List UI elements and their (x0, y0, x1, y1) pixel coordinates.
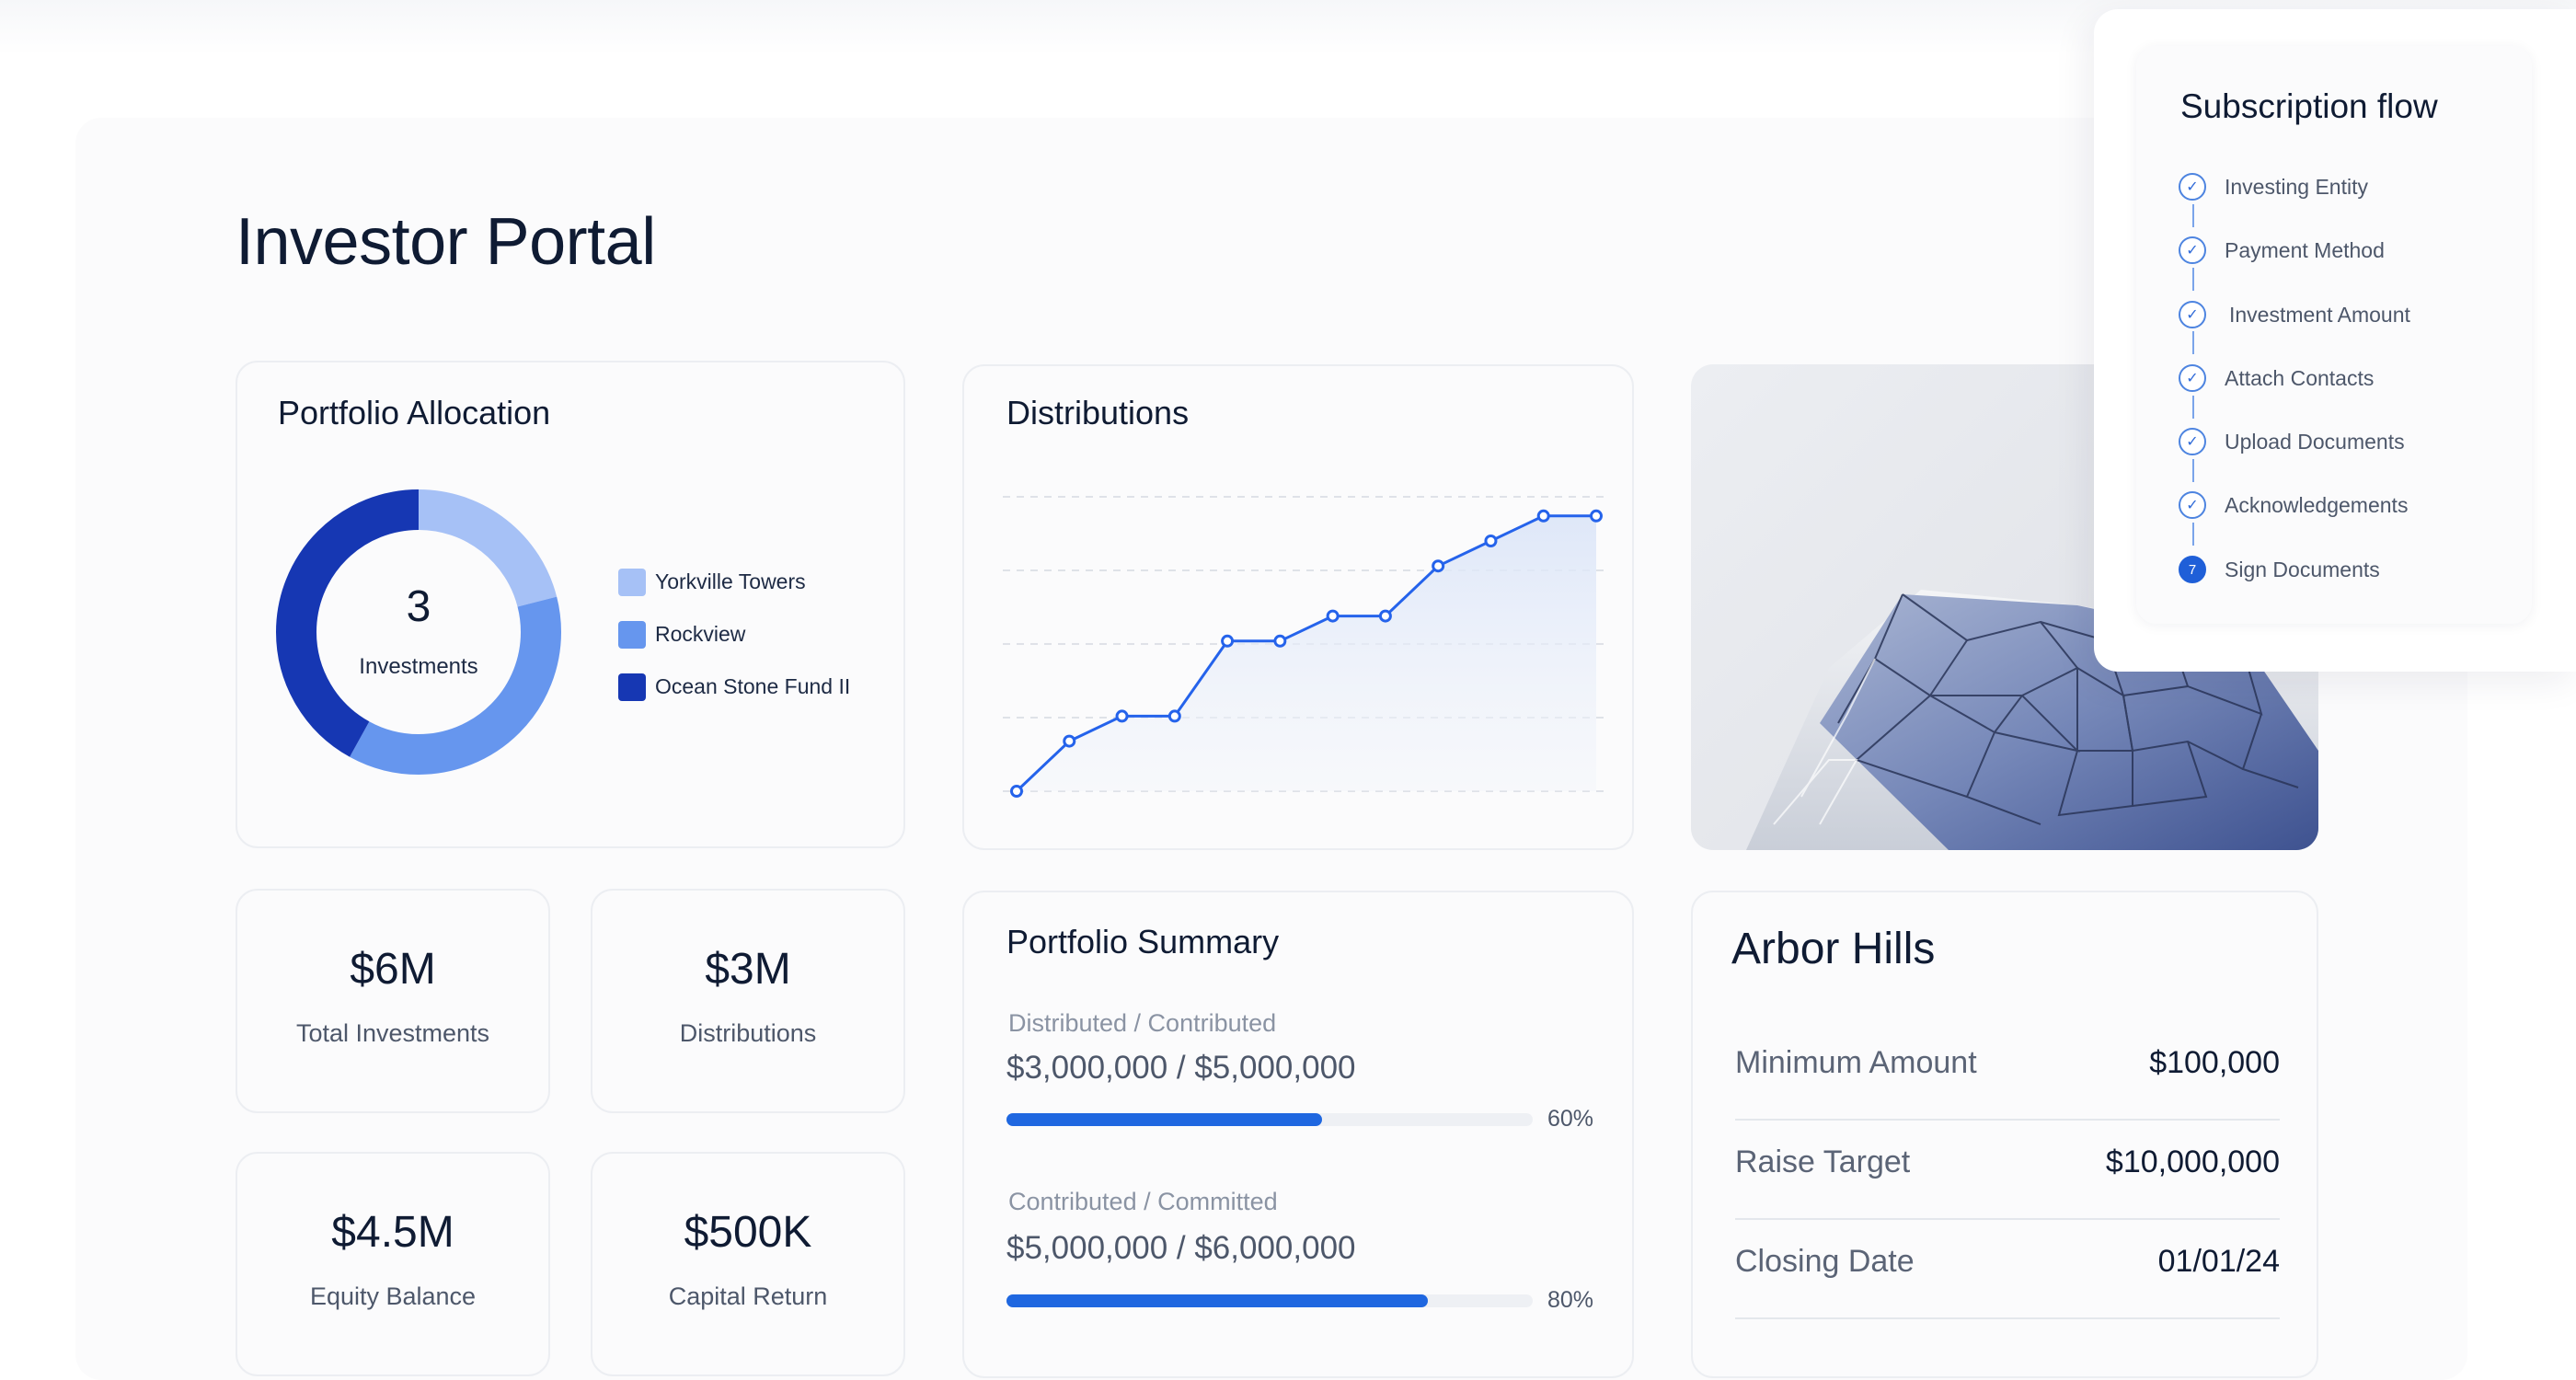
stat-value: $500K (684, 1208, 812, 1257)
portfolio-allocation-card (236, 361, 905, 848)
data-point (1221, 634, 1235, 648)
progress-track (1006, 1113, 1533, 1126)
allocation-title: Portfolio Allocation (278, 394, 551, 431)
check-icon: ✓ (2179, 236, 2206, 264)
step-connector (2192, 204, 2194, 227)
data-point (1590, 509, 1603, 523)
summary-title: Portfolio Summary (1006, 923, 1280, 960)
stat-card-capital-return: $500K Capital Return (591, 1152, 905, 1376)
offering-label: Closing Date (1735, 1244, 1915, 1279)
offering-row-closing-date: Closing Date 01/01/24 (1735, 1218, 2280, 1319)
flow-step-sign-documents[interactable]: 7 Sign Documents (2179, 554, 2380, 585)
stat-label: Total Investments (295, 1019, 490, 1047)
offering-value: $10,000,000 (2105, 1144, 2280, 1179)
page-title: Investor Portal (236, 205, 656, 279)
offering-label: Minimum Amount (1735, 1045, 1977, 1080)
stat-label: Distributions (679, 1019, 817, 1047)
summary-row-label: Contributed / Committed (1008, 1188, 1278, 1215)
flow-step-upload-documents[interactable]: ✓ Upload Documents (2179, 426, 2405, 457)
legend-item-ocean-stone-fund-ii: Ocean Stone Fund II (618, 661, 850, 713)
stat-card-total-investments: $6M Total Investments (236, 889, 550, 1113)
allocation-donut (276, 489, 561, 775)
legend-swatch (618, 568, 646, 596)
progress-track (1006, 1294, 1533, 1307)
data-point (1115, 709, 1129, 723)
offering-value: 01/01/24 (2157, 1244, 2280, 1279)
step-label: Acknowledgements (2225, 492, 2409, 517)
series-area (1017, 515, 1596, 791)
series-line (1015, 514, 1596, 793)
step-label: Sign Documents (2225, 557, 2380, 581)
donut-slice (276, 489, 561, 775)
step-connector (2192, 331, 2194, 354)
check-icon: ✓ (2179, 428, 2206, 455)
flow-step-acknowledgements[interactable]: ✓ Acknowledgements (2179, 489, 2408, 521)
check-icon: ✓ (2179, 364, 2206, 392)
legend-swatch (618, 673, 646, 701)
progress-fill (1006, 1113, 1323, 1126)
legend-label: Yorkville Towers (655, 569, 806, 593)
legend-label: Ocean Stone Fund II (655, 674, 851, 698)
stat-label: Capital Return (668, 1282, 828, 1310)
offering-row-raise-target: Raise Target $10,000,000 (1735, 1119, 2280, 1220)
flow-step-investment-amount[interactable]: ✓ Investment Amount (2179, 299, 2410, 330)
step-connector (2192, 396, 2194, 419)
investment-count-label: Investments (359, 654, 478, 679)
step-number-badge: 7 (2179, 556, 2206, 583)
check-icon: ✓ (2179, 491, 2206, 519)
summary-row-value: $3,000,000 / $5,000,000 (1006, 1050, 1356, 1086)
offering-row-minimum-amount: Minimum Amount $100,000 (1735, 1019, 2280, 1121)
offering-card (1691, 891, 2318, 1378)
check-icon: ✓ (2179, 173, 2206, 201)
data-point (1432, 559, 1445, 573)
step-label: Payment Method (2225, 237, 2385, 262)
check-icon: ✓ (2179, 301, 2206, 328)
stat-value: $4.5M (331, 1208, 454, 1257)
data-point (1484, 535, 1498, 547)
step-label: Investing Entity (2225, 174, 2368, 199)
offering-value: $100,000 (2149, 1045, 2280, 1080)
stat-card-equity-balance: $4.5M Equity Balance (236, 1152, 550, 1376)
step-connector (2192, 459, 2194, 482)
subscription-flow-title: Subscription flow (2180, 87, 2438, 125)
stat-value: $6M (350, 945, 436, 994)
stat-card-distributions: $3M Distributions (591, 889, 905, 1113)
allocation-legend: Yorkville Towers Rockview Ocean Stone Fu… (618, 556, 850, 713)
summary-row-label: Distributed / Contributed (1008, 1009, 1277, 1037)
stat-value: $3M (705, 945, 791, 994)
summary-row-value: $5,000,000 / $6,000,000 (1006, 1230, 1356, 1266)
data-point (1063, 734, 1076, 748)
flow-step-payment-method[interactable]: ✓ Payment Method (2179, 235, 2385, 266)
offering-label: Raise Target (1735, 1144, 1911, 1179)
progress-percent: 60% (1547, 1106, 1594, 1132)
stat-label: Equity Balance (309, 1282, 477, 1310)
investment-count: 3 (406, 582, 431, 631)
data-point (1326, 609, 1340, 623)
distributions-title: Distributions (1006, 394, 1190, 431)
flow-step-attach-contacts[interactable]: ✓ Attach Contacts (2179, 362, 2374, 394)
step-label: Investment Amount (2229, 302, 2410, 327)
donut-slice (276, 489, 561, 775)
step-label: Attach Contacts (2225, 365, 2375, 390)
legend-item-rockview: Rockview (618, 608, 850, 661)
subscription-flow-panel (2136, 46, 2532, 624)
step-label: Upload Documents (2225, 429, 2405, 454)
data-point (1167, 709, 1181, 723)
step-connector (2192, 523, 2194, 546)
progress-percent: 80% (1547, 1287, 1594, 1313)
legend-label: Rockview (655, 622, 746, 646)
data-point (1536, 509, 1550, 523)
flow-step-investing-entity[interactable]: ✓ Investing Entity (2179, 171, 2368, 202)
data-point (1010, 785, 1023, 798)
progress-fill (1006, 1294, 1428, 1307)
offering-name: Arbor Hills (1731, 925, 1936, 973)
legend-swatch (618, 620, 646, 649)
legend-item-yorkville-towers: Yorkville Towers (618, 556, 850, 608)
data-point (1378, 609, 1392, 623)
step-connector (2192, 268, 2194, 291)
data-point (1273, 634, 1287, 648)
distributions-chart (1003, 496, 1608, 798)
